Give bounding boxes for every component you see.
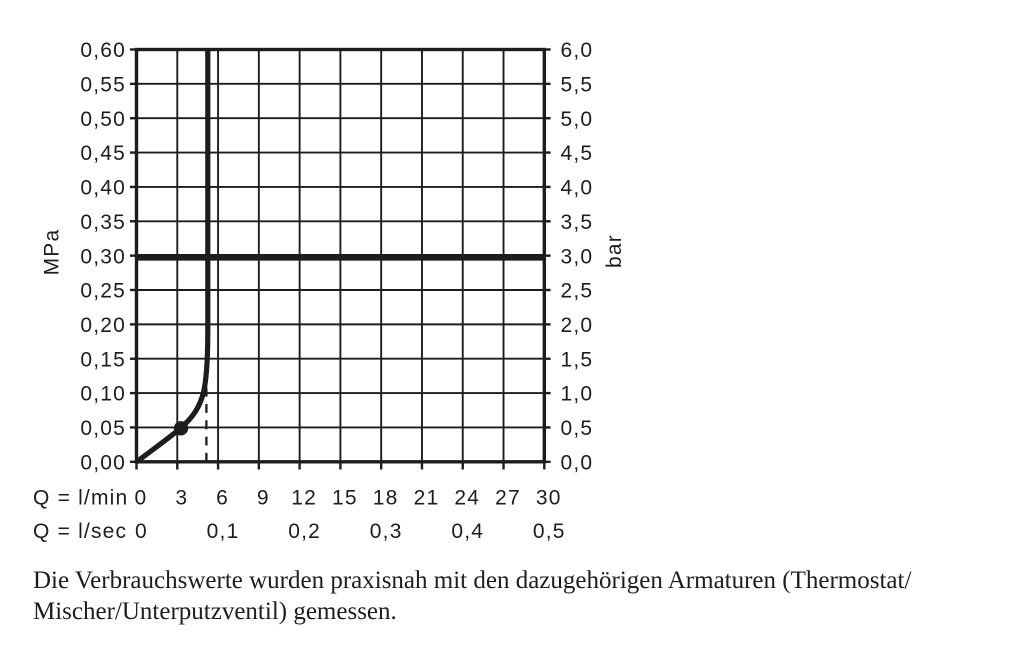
svg-text:2,0: 2,0 <box>561 314 594 337</box>
svg-text:0,20: 0,20 <box>80 314 126 337</box>
svg-text:Q = l/min: Q = l/min <box>33 487 128 510</box>
svg-text:0,55: 0,55 <box>80 73 126 96</box>
svg-text:4,5: 4,5 <box>561 142 594 165</box>
svg-text:0,00: 0,00 <box>80 451 126 474</box>
svg-text:0,0: 0,0 <box>561 451 594 474</box>
svg-text:0,45: 0,45 <box>80 142 126 165</box>
svg-text:6: 6 <box>216 487 229 510</box>
svg-text:15: 15 <box>332 487 358 510</box>
svg-text:18: 18 <box>373 487 399 510</box>
svg-text:5,5: 5,5 <box>561 73 594 96</box>
svg-text:bar: bar <box>603 234 626 268</box>
svg-text:0: 0 <box>135 487 148 510</box>
svg-text:1,5: 1,5 <box>561 348 594 371</box>
svg-text:0,5: 0,5 <box>561 417 594 440</box>
svg-text:30: 30 <box>536 487 562 510</box>
svg-text:Die Verbrauchswerte wurden pra: Die Verbrauchswerte wurden praxisnah mit… <box>33 567 911 594</box>
svg-text:0,25: 0,25 <box>80 280 126 303</box>
svg-text:3,0: 3,0 <box>561 245 594 268</box>
svg-text:5,0: 5,0 <box>561 108 594 131</box>
svg-text:0,10: 0,10 <box>80 383 126 406</box>
svg-text:0,35: 0,35 <box>80 211 126 234</box>
svg-text:0,40: 0,40 <box>80 177 126 200</box>
svg-text:12: 12 <box>291 487 317 510</box>
svg-text:0,3: 0,3 <box>370 520 403 543</box>
svg-text:3,5: 3,5 <box>561 211 594 234</box>
svg-text:MPa: MPa <box>41 229 64 276</box>
svg-text:Q = l/sec: Q = l/sec <box>33 520 127 543</box>
svg-text:3: 3 <box>175 487 188 510</box>
svg-text:0,4: 0,4 <box>451 520 484 543</box>
svg-text:0,50: 0,50 <box>80 108 126 131</box>
svg-text:0,5: 0,5 <box>533 520 566 543</box>
svg-text:0: 0 <box>135 520 148 543</box>
svg-text:27: 27 <box>495 487 521 510</box>
svg-text:2,5: 2,5 <box>561 280 594 303</box>
svg-text:0,15: 0,15 <box>80 348 126 371</box>
svg-text:Mischer/Unterputzventil) gemes: Mischer/Unterputzventil) gemessen. <box>33 598 397 625</box>
svg-text:0,30: 0,30 <box>80 245 126 268</box>
svg-text:0,2: 0,2 <box>288 520 321 543</box>
svg-text:0,60: 0,60 <box>80 39 126 62</box>
svg-text:24: 24 <box>454 487 480 510</box>
svg-text:0,1: 0,1 <box>207 520 240 543</box>
svg-text:6,0: 6,0 <box>561 39 594 62</box>
svg-text:0,05: 0,05 <box>80 417 126 440</box>
svg-text:1,0: 1,0 <box>561 383 594 406</box>
svg-text:21: 21 <box>414 487 440 510</box>
svg-text:9: 9 <box>257 487 270 510</box>
svg-text:4,0: 4,0 <box>561 177 594 200</box>
